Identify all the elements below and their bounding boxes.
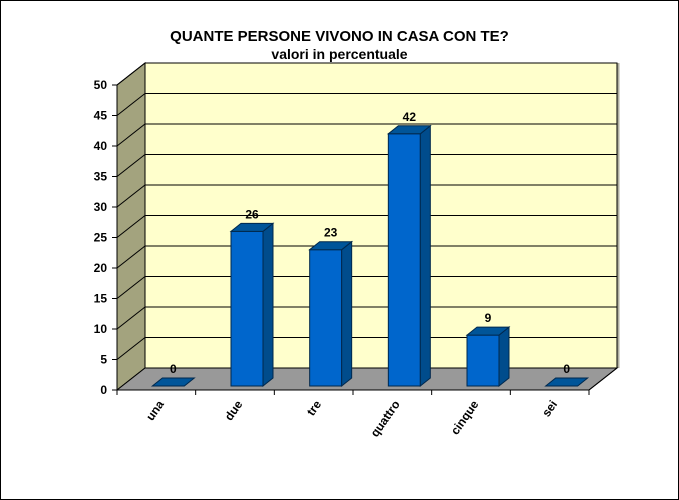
bar-front: [466, 334, 500, 387]
bar-top: [308, 241, 354, 251]
data-label: 26: [245, 207, 259, 221]
data-label: 23: [324, 226, 338, 240]
data-label: 0: [170, 362, 177, 376]
bar-front: [309, 249, 343, 387]
bar-top: [544, 377, 590, 387]
gridline-side: [116, 337, 146, 360]
y-tick-label: 0: [100, 383, 107, 397]
gridline-side: [116, 93, 146, 116]
floor-edge: [588, 367, 618, 391]
bar-side: [262, 222, 274, 388]
y-tick-label: 25: [94, 231, 108, 245]
y-tick-label: 30: [94, 200, 108, 214]
gridline-side: [116, 306, 146, 330]
y-tick-label: 20: [94, 261, 108, 275]
chart-title: QUANTE PERSONE VIVONO IN CASA CON TE?: [170, 28, 509, 45]
x-tick-label: tre: [304, 397, 324, 418]
bar-front: [387, 133, 421, 387]
x-tick-label: quattro: [368, 398, 403, 440]
gridline-side: [116, 62, 146, 86]
bar-side: [419, 124, 431, 388]
gridline-side: [116, 276, 146, 299]
bar-side: [498, 326, 510, 388]
y-tick-label: 5: [100, 353, 107, 367]
data-label: 0: [563, 362, 570, 376]
x-tick-label: cinque: [448, 397, 482, 437]
bar-top: [229, 222, 275, 232]
y-tick-label: 40: [94, 139, 108, 153]
x-tick-label: una: [143, 397, 167, 423]
bar-side: [341, 240, 353, 388]
gridline-side: [116, 245, 146, 269]
bar-top: [386, 125, 432, 135]
chart-subtitle: valori in percentuale: [271, 46, 408, 62]
bar-front: [230, 230, 264, 387]
x-tick-label: sei: [539, 398, 560, 420]
data-label: 9: [485, 311, 492, 325]
y-tick-label: 45: [94, 109, 108, 123]
x-tick-label: due: [222, 397, 246, 423]
gridline-side: [116, 184, 146, 208]
bar-top: [465, 326, 511, 336]
y-tick-label: 15: [94, 292, 108, 306]
data-label: 42: [403, 110, 417, 124]
bar-top: [150, 377, 196, 387]
y-tick-label: 35: [94, 170, 108, 184]
y-tick-label: 10: [94, 322, 108, 336]
y-tick-label: 50: [94, 78, 108, 92]
gridline-side: [116, 123, 146, 147]
gridline-side: [116, 154, 146, 177]
gridline-side: [116, 215, 146, 238]
